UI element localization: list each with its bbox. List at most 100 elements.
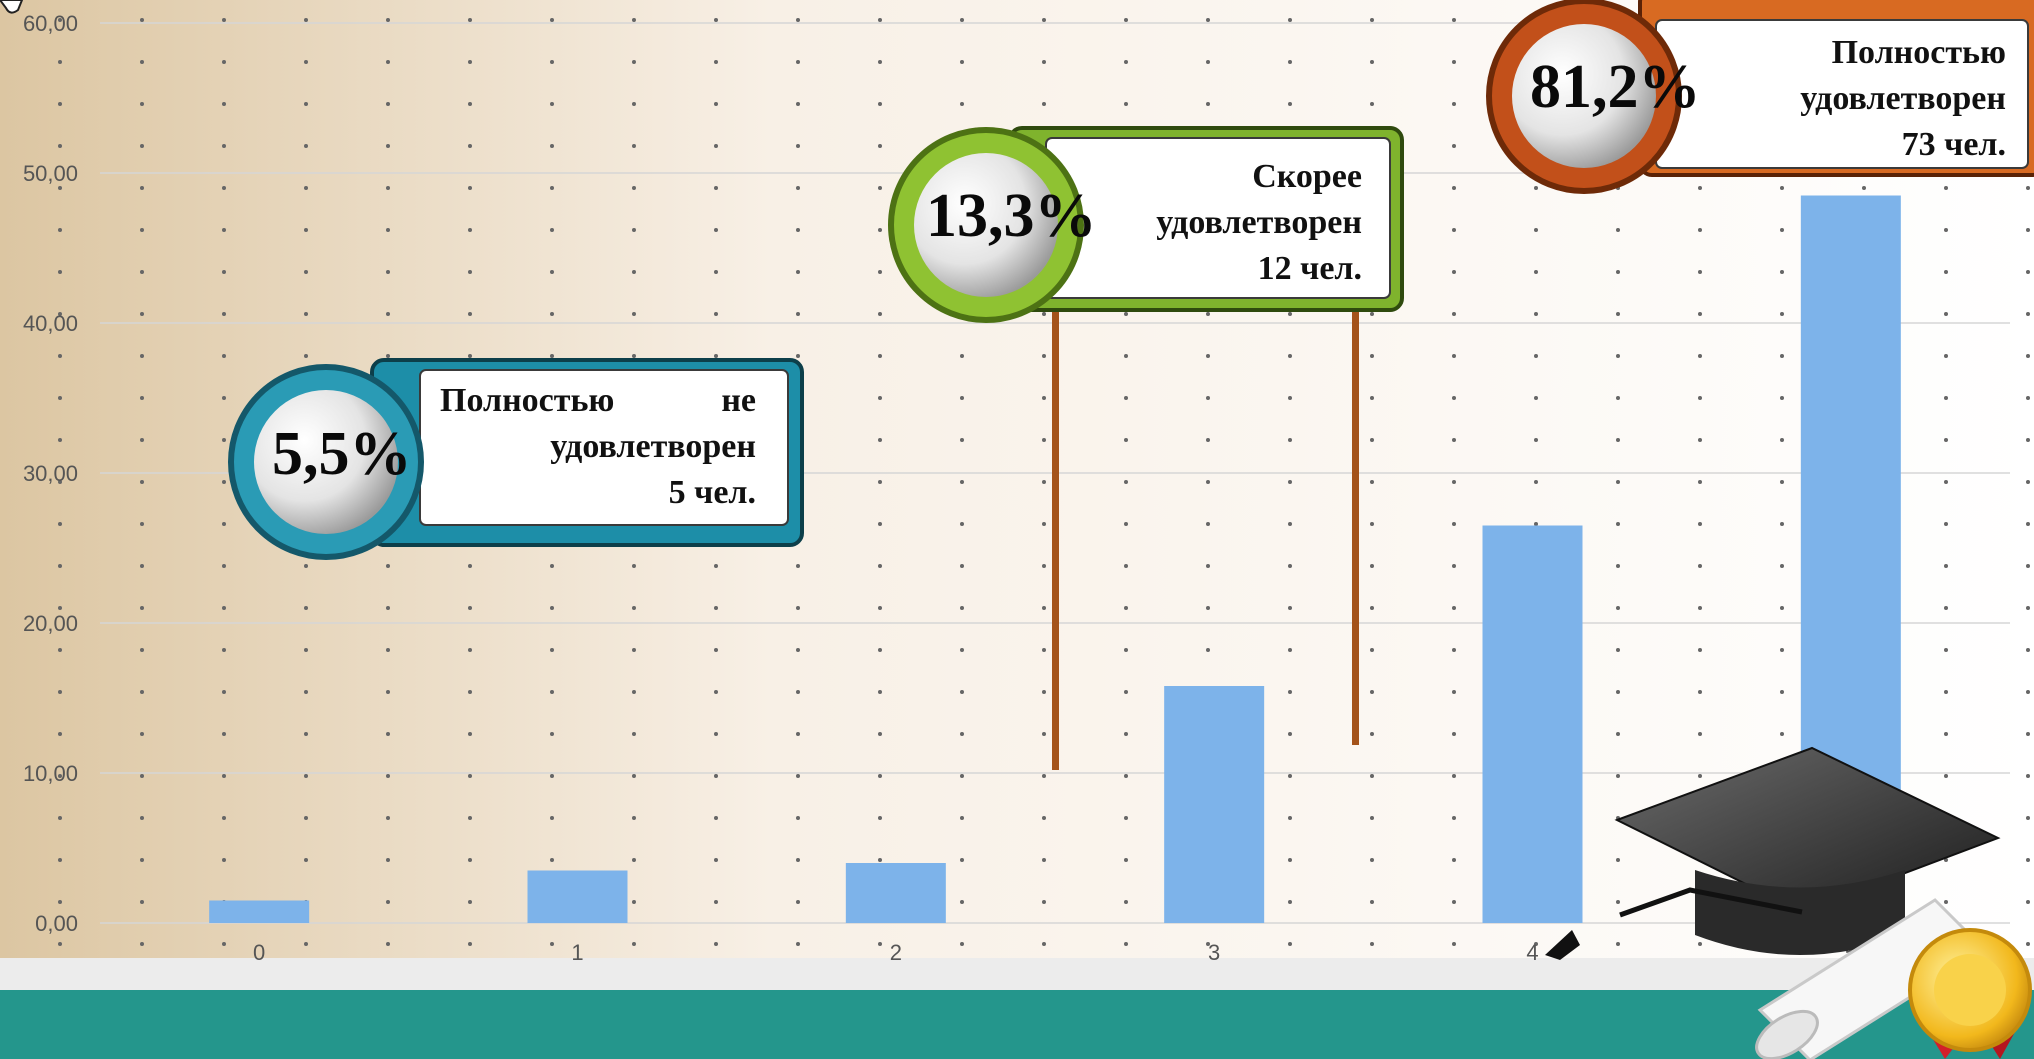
grid-dot: [960, 690, 964, 694]
grid-dot: [2026, 312, 2030, 316]
grid-dot: [222, 60, 226, 64]
grid-dot: [796, 60, 800, 64]
x-tick-label: 1: [571, 940, 583, 965]
grid-dot: [386, 816, 390, 820]
grid-dot: [632, 60, 636, 64]
grid-dot: [796, 564, 800, 568]
y-tick-label: 50,00: [23, 161, 78, 186]
grid-dot: [796, 270, 800, 274]
grid-dot: [714, 270, 718, 274]
bar: [845, 863, 946, 923]
grid-dot: [1124, 396, 1128, 400]
grid-dot: [140, 186, 144, 190]
grid-dot: [140, 774, 144, 778]
grid-dot: [1616, 228, 1620, 232]
grid-dot: [140, 606, 144, 610]
grid-dot: [1452, 354, 1456, 358]
grid-dot: [1206, 312, 1210, 316]
grid-dot: [1452, 186, 1456, 190]
grid-dot: [1206, 942, 1210, 946]
grid-dot: [222, 522, 226, 526]
grid-dot: [1616, 690, 1620, 694]
grid-dot: [1944, 606, 1948, 610]
grid-dot: [632, 354, 636, 358]
grid-dot: [1780, 648, 1784, 652]
sign-pole-right: [1352, 305, 1359, 745]
grid-dot: [1452, 522, 1456, 526]
grid-dot: [58, 606, 62, 610]
grid-dot: [632, 606, 636, 610]
grid-dot: [878, 312, 882, 316]
grid-dot: [878, 732, 882, 736]
grid-dot: [1288, 396, 1292, 400]
grid-dot: [1288, 480, 1292, 484]
grid-dot: [632, 816, 636, 820]
callout-3-text: Полностью удовлетворен 73 чел.: [1720, 30, 2006, 168]
grid-dot: [1534, 522, 1538, 526]
grid-dot: [1452, 942, 1456, 946]
grid-dot: [1698, 522, 1702, 526]
grid-dot: [1288, 774, 1292, 778]
grid-dot: [714, 186, 718, 190]
grid-dot: [1452, 564, 1456, 568]
grid-dot: [796, 816, 800, 820]
grid-dot: [2026, 774, 2030, 778]
grid-dot: [304, 60, 308, 64]
bar: [209, 900, 310, 923]
grid-dot: [1124, 564, 1128, 568]
grid-dot: [468, 564, 472, 568]
grid-dot: [1452, 732, 1456, 736]
grid-dot: [1370, 60, 1374, 64]
grid-dot: [1616, 522, 1620, 526]
grid-dot: [1944, 732, 1948, 736]
grid-dot: [1206, 18, 1210, 22]
grid-dot: [1124, 732, 1128, 736]
grid-dot: [632, 900, 636, 904]
grid-dot: [222, 438, 226, 442]
bar: [1482, 525, 1583, 923]
grid-dot: [796, 858, 800, 862]
grid-dot: [796, 228, 800, 232]
grid-dot: [1698, 186, 1702, 190]
grid-dot: [632, 228, 636, 232]
grid-dot: [1944, 228, 1948, 232]
grid-dot: [58, 816, 62, 820]
grid-dot: [1616, 858, 1620, 862]
grid-dot: [960, 732, 964, 736]
grid-dot: [304, 690, 308, 694]
grid-dot: [1206, 396, 1210, 400]
grid-dot: [1616, 354, 1620, 358]
grid-dot: [1698, 774, 1702, 778]
grid-dot: [1042, 60, 1046, 64]
grid-dot: [1370, 354, 1374, 358]
grid-dot: [1124, 690, 1128, 694]
grid-dot: [550, 648, 554, 652]
grid-dot: [1698, 732, 1702, 736]
grid-dot: [878, 144, 882, 148]
grid-dot: [1288, 648, 1292, 652]
grid-dot: [58, 690, 62, 694]
grid-dot: [58, 312, 62, 316]
grid-dot: [1452, 774, 1456, 778]
grid-dot: [222, 480, 226, 484]
grid-dot: [2026, 690, 2030, 694]
grid-dot: [1616, 438, 1620, 442]
grid-dot: [222, 18, 226, 22]
grid-dot: [878, 816, 882, 820]
callout-2-text: Скорее удовлетворен 12 чел.: [1080, 154, 1362, 292]
grid-dot: [1698, 648, 1702, 652]
y-tick-label: 20,00: [23, 611, 78, 636]
grid-dot: [960, 480, 964, 484]
grid-dot: [222, 186, 226, 190]
grid-dot: [960, 774, 964, 778]
grid-dot: [140, 690, 144, 694]
grid-dot: [1288, 858, 1292, 862]
grid-dot: [222, 102, 226, 106]
grid-dot: [2026, 354, 2030, 358]
grid-dot: [878, 942, 882, 946]
grid-dot: [960, 858, 964, 862]
grid-dot: [1370, 900, 1374, 904]
grid-dot: [1616, 732, 1620, 736]
grid-dot: [386, 354, 390, 358]
grid-dot: [796, 102, 800, 106]
